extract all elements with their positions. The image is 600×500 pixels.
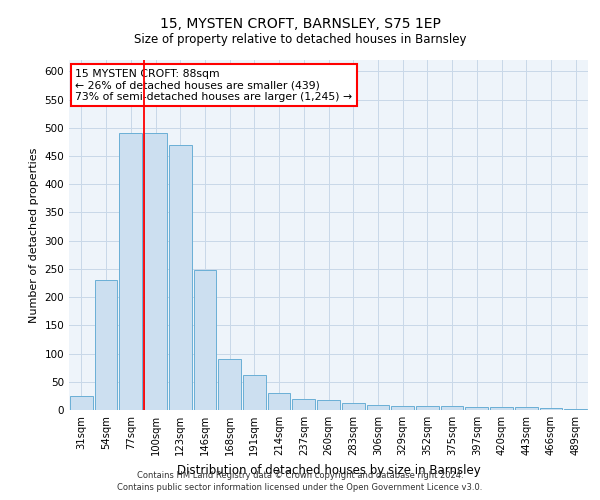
Bar — [515, 407, 538, 410]
Y-axis label: Number of detached properties: Number of detached properties — [29, 148, 39, 322]
Bar — [416, 406, 439, 410]
Bar — [441, 406, 463, 410]
Bar — [268, 393, 290, 410]
Text: 15, MYSTEN CROFT, BARNSLEY, S75 1EP: 15, MYSTEN CROFT, BARNSLEY, S75 1EP — [160, 18, 440, 32]
Bar — [391, 406, 414, 410]
Bar — [490, 407, 513, 410]
Bar — [169, 144, 191, 410]
Text: Size of property relative to detached houses in Barnsley: Size of property relative to detached ho… — [134, 32, 466, 46]
Bar — [367, 405, 389, 410]
Bar — [292, 398, 315, 410]
Text: 15 MYSTEN CROFT: 88sqm
← 26% of detached houses are smaller (439)
73% of semi-de: 15 MYSTEN CROFT: 88sqm ← 26% of detached… — [75, 69, 352, 102]
Bar — [564, 409, 587, 410]
Bar — [317, 400, 340, 410]
Bar — [243, 375, 266, 410]
Bar — [70, 396, 93, 410]
Bar — [466, 407, 488, 410]
Bar — [539, 408, 562, 410]
Text: Contains HM Land Registry data © Crown copyright and database right 2024.
Contai: Contains HM Land Registry data © Crown c… — [118, 471, 482, 492]
Bar — [119, 134, 142, 410]
Bar — [342, 403, 365, 410]
Bar — [194, 270, 216, 410]
X-axis label: Distribution of detached houses by size in Barnsley: Distribution of detached houses by size … — [176, 464, 481, 476]
Bar — [144, 134, 167, 410]
Bar — [95, 280, 118, 410]
Bar — [218, 359, 241, 410]
